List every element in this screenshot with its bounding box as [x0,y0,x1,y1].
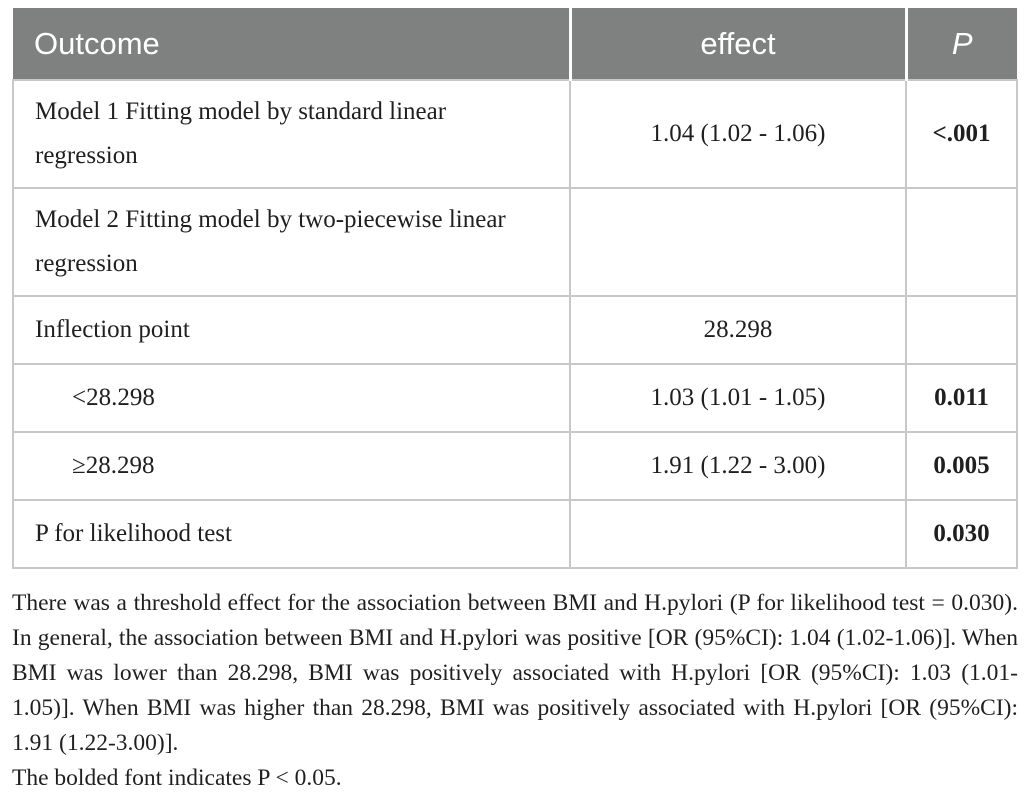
p-value-cell: 0.011 [905,363,1018,433]
effect-cell [569,187,907,297]
effect-cell [569,499,907,569]
table-row-above-inflection: ≥28.298 1.91 (1.22 - 3.00) 0.005 [12,431,1018,501]
outcome-cell: Model 1 Fitting model by standard linear… [12,79,571,189]
effect-cell: 1.04 (1.02 - 1.06) [569,79,907,189]
outcome-cell: ≥28.298 [12,431,571,501]
table-row-model2: Model 2 Fitting model by two-piecewise l… [12,187,1018,297]
outcome-cell: P for likelihood test [12,499,571,569]
p-value-cell: <.001 [905,79,1018,189]
effect-cell: 1.03 (1.01 - 1.05) [569,363,907,433]
table-footnote: There was a threshold effect for the ass… [12,586,1018,796]
outcome-cell: <28.298 [12,363,571,433]
header-p: P [906,8,1017,80]
header-outcome: Outcome [13,8,572,80]
table-row-below-inflection: <28.298 1.03 (1.01 - 1.05) 0.011 [12,363,1018,433]
table-row-inflection-point: Inflection point 28.298 [12,295,1018,365]
outcome-cell: Model 2 Fitting model by two-piecewise l… [12,187,571,297]
footnote-bold-note: The bolded font indicates P < 0.05. [12,765,342,791]
p-value-cell: 0.030 [905,499,1018,569]
effect-cell: 1.91 (1.22 - 3.00) [569,431,907,501]
p-value-cell [905,295,1018,365]
effect-cell: 28.298 [569,295,907,365]
threshold-effect-table: Outcome effect P Model 1 Fitting model b… [12,8,1018,569]
p-value-cell: 0.005 [905,431,1018,501]
table-header: Outcome effect P [13,8,1017,80]
p-value-cell [905,187,1018,297]
outcome-cell: Inflection point [12,295,571,365]
table-row-likelihood-test: P for likelihood test 0.030 [12,499,1018,569]
footnote-description: There was a threshold effect for the ass… [12,590,1018,756]
table-row-model1: Model 1 Fitting model by standard linear… [12,79,1018,189]
header-effect: effect [570,8,908,80]
header-row: Outcome effect P [13,8,1017,80]
